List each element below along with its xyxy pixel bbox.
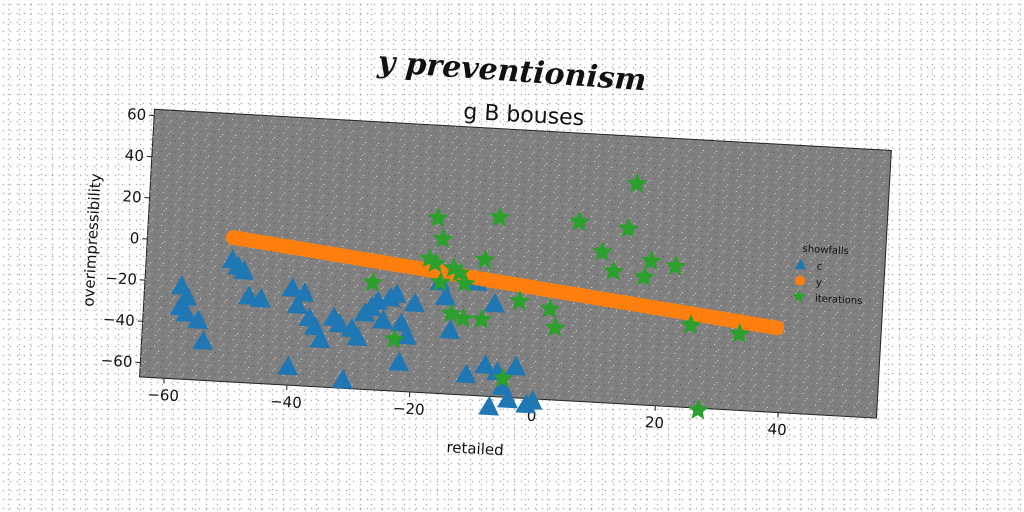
point-c [250, 288, 271, 308]
point-iterations [419, 247, 441, 269]
point-c [439, 319, 461, 340]
legend-label-iterations: iterations [815, 293, 863, 307]
x-tick-label: −20 [392, 399, 425, 419]
y-tick-label: −60 [100, 351, 133, 371]
point-c [395, 325, 417, 345]
point-c [474, 354, 496, 375]
point-c [388, 351, 410, 372]
point-iterations [425, 252, 447, 273]
point-iterations [454, 272, 476, 293]
point-c [331, 369, 353, 389]
y-axis-label: overimpressibility [79, 173, 104, 307]
x-tick-label: −40 [270, 392, 303, 412]
y-tick-label: 60 [127, 105, 147, 124]
point-iterations [680, 314, 702, 335]
point-iterations [443, 257, 465, 278]
data-marks [169, 172, 785, 420]
point-iterations [440, 302, 462, 324]
legend-marker-iterations [792, 289, 806, 303]
x-tick-label: 40 [767, 420, 787, 439]
point-c [372, 309, 393, 330]
point-iterations [383, 328, 405, 349]
series-iterations [362, 172, 751, 420]
point-iterations [509, 290, 531, 311]
point-iterations [729, 323, 751, 344]
point-iterations [471, 308, 493, 329]
chart-title: g B bouses [463, 100, 585, 132]
point-c [237, 285, 259, 306]
point-iterations [489, 206, 511, 227]
point-iterations [449, 262, 471, 283]
legend: showfalls cy iterations [792, 244, 863, 307]
point-iterations [430, 271, 452, 292]
point-iterations [617, 217, 639, 238]
point-c [403, 292, 425, 313]
legend-marker-y [794, 275, 805, 286]
point-c [504, 355, 526, 376]
point-c [175, 302, 197, 323]
legend-marker-c [794, 258, 807, 270]
point-iterations [592, 241, 614, 262]
point-c [483, 292, 505, 313]
point-iterations [665, 255, 687, 276]
point-iterations [427, 207, 449, 228]
point-iterations [687, 399, 709, 420]
y-tick-label: −20 [105, 269, 138, 289]
point-iterations [603, 260, 625, 281]
point-y [769, 320, 785, 336]
y-tick-label: 0 [129, 229, 140, 248]
point-c [309, 328, 331, 349]
y-tick-label: 40 [124, 146, 144, 165]
point-c [455, 363, 477, 384]
x-tick-label: 20 [644, 413, 664, 432]
point-c [277, 355, 298, 376]
point-iterations [626, 172, 648, 194]
y-tick-label: −40 [103, 310, 136, 330]
point-c [478, 395, 499, 416]
legend-label-c: c [816, 262, 822, 273]
point-c [281, 277, 303, 298]
point-c [496, 388, 518, 409]
point-iterations [492, 367, 514, 388]
point-c [187, 309, 209, 330]
chart-root: g B bouses retailed overimpressibility −… [79, 100, 892, 459]
point-iterations [544, 316, 566, 338]
legend-title: showfalls [802, 244, 849, 258]
point-c [346, 326, 368, 347]
x-tick-label: 0 [526, 407, 537, 426]
point-c [233, 260, 254, 281]
point-iterations [569, 210, 591, 232]
point-iterations [539, 298, 561, 319]
y-tick-label: 20 [122, 187, 142, 206]
point-c [192, 330, 214, 351]
point-iterations [640, 249, 662, 271]
plot-noise-overlay [139, 109, 892, 419]
point-iterations [452, 307, 474, 328]
point-c [286, 294, 308, 315]
point-c [521, 389, 543, 410]
point-iterations [362, 271, 384, 292]
point-iterations [432, 228, 454, 249]
axis-ticks: −60 −40 −20 0 20 40 −60 −40 −20 0 20 40 60 [100, 105, 787, 439]
x-tick-label: −60 [147, 385, 180, 405]
point-iterations [474, 248, 496, 270]
point-c [385, 283, 407, 304]
point-c [328, 313, 350, 333]
x-axis-label: retailed [446, 438, 504, 459]
point-c [434, 285, 456, 306]
point-iterations [633, 266, 655, 287]
legend-label-y: y [816, 278, 823, 289]
